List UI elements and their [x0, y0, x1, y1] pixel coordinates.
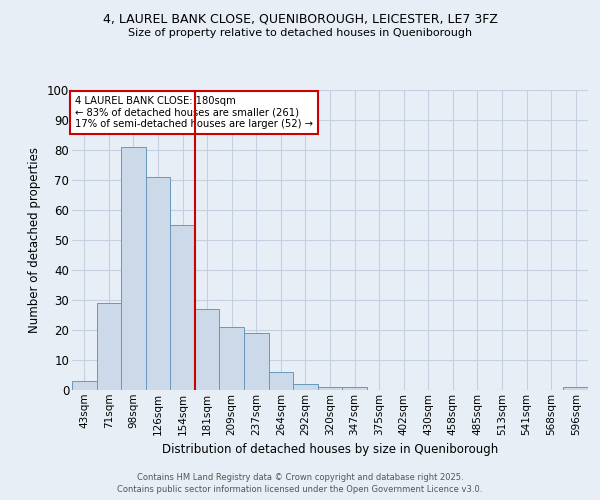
Bar [195, 309, 220, 390]
Bar [220, 327, 244, 390]
Bar [97, 303, 121, 390]
Bar [293, 384, 318, 390]
Text: 4 LAUREL BANK CLOSE: 180sqm
← 83% of detached houses are smaller (261)
17% of se: 4 LAUREL BANK CLOSE: 180sqm ← 83% of det… [74, 96, 313, 129]
Text: 4, LAUREL BANK CLOSE, QUENIBOROUGH, LEICESTER, LE7 3FZ: 4, LAUREL BANK CLOSE, QUENIBOROUGH, LEIC… [103, 12, 497, 26]
Y-axis label: Number of detached properties: Number of detached properties [28, 147, 41, 333]
Text: Contains HM Land Registry data © Crown copyright and database right 2025.: Contains HM Land Registry data © Crown c… [137, 472, 463, 482]
Bar [342, 387, 367, 390]
Text: Size of property relative to detached houses in Queniborough: Size of property relative to detached ho… [128, 28, 472, 38]
X-axis label: Distribution of detached houses by size in Queniborough: Distribution of detached houses by size … [162, 443, 498, 456]
Bar [563, 387, 588, 390]
Text: Contains public sector information licensed under the Open Government Licence v3: Contains public sector information licen… [118, 485, 482, 494]
Bar [146, 177, 170, 390]
Bar [244, 333, 269, 390]
Bar [121, 147, 146, 390]
Bar [170, 225, 195, 390]
Bar [318, 387, 342, 390]
Bar [269, 372, 293, 390]
Bar [72, 381, 97, 390]
